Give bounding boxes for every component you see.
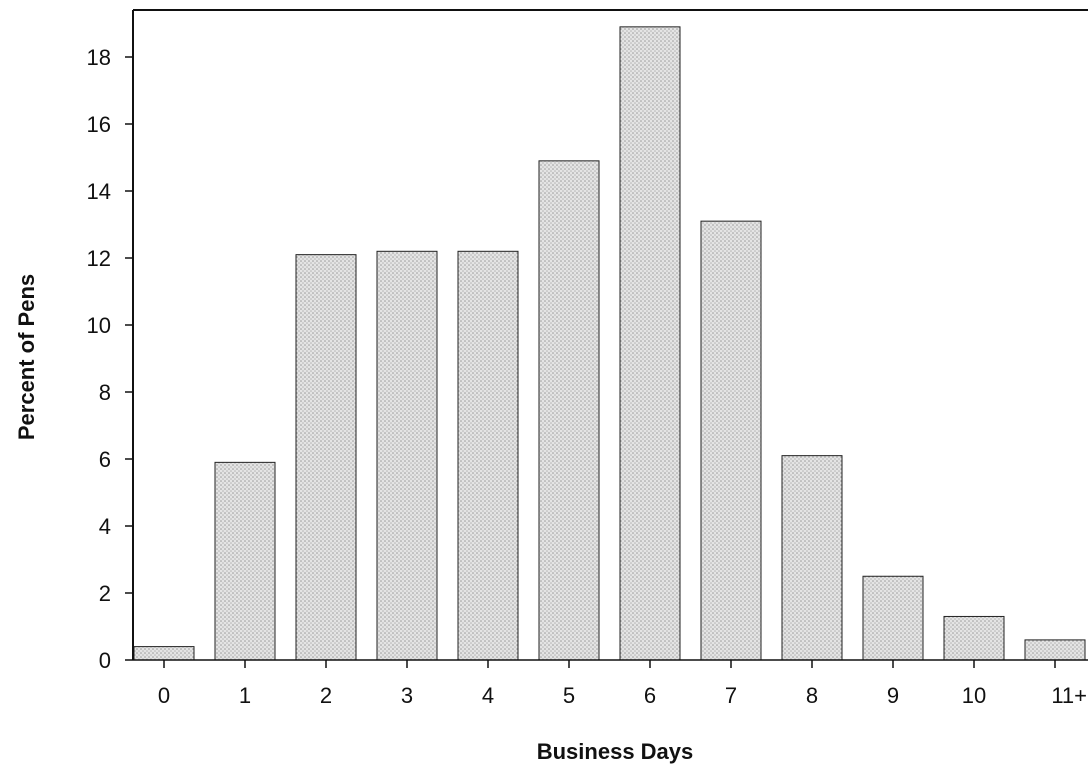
x-tick-label: 6 — [644, 683, 656, 708]
y-tick-label: 18 — [87, 45, 111, 70]
bars-group — [133, 26, 1086, 661]
x-tick-label: 9 — [887, 683, 899, 708]
x-tick-label: 5 — [563, 683, 575, 708]
x-tick-label: 7 — [725, 683, 737, 708]
y-tick-label: 0 — [99, 648, 111, 673]
y-tick-label: 6 — [99, 447, 111, 472]
y-tick-label: 14 — [87, 179, 111, 204]
x-axis-title: Business Days — [537, 739, 694, 764]
bar-5 — [538, 160, 600, 661]
x-tick-label: 2 — [320, 683, 332, 708]
x-tick-label: 4 — [482, 683, 494, 708]
x-tick-label: 0 — [158, 683, 170, 708]
y-tick-label: 16 — [87, 112, 111, 137]
bar-10 — [943, 615, 1005, 661]
y-tick-label: 10 — [87, 313, 111, 338]
bar-11+ — [1024, 639, 1086, 661]
y-tick-label: 8 — [99, 380, 111, 405]
y-tick-label: 2 — [99, 581, 111, 606]
y-axis-title: Percent of Pens — [14, 274, 39, 440]
bar-0 — [133, 646, 195, 661]
x-tick-label: 11+ — [1051, 683, 1087, 708]
y-tick-label: 4 — [99, 514, 111, 539]
x-tick-label: 1 — [239, 683, 251, 708]
y-tick-label: 12 — [87, 246, 111, 271]
bar-3 — [376, 250, 438, 661]
x-tick-label: 3 — [401, 683, 413, 708]
x-tick-label: 10 — [962, 683, 986, 708]
y-ticks: 0 2 4 6 8 10 12 14 16 18 — [87, 45, 133, 673]
axes — [132, 9, 1088, 661]
bar-8 — [781, 455, 843, 661]
bar-7 — [700, 220, 762, 661]
bar-9 — [862, 575, 924, 661]
x-tick-label: 8 — [806, 683, 818, 708]
bar-2 — [295, 254, 357, 661]
x-ticks: 0 1 2 3 4 5 6 7 8 9 10 11+ — [158, 660, 1087, 708]
bar-6 — [619, 26, 681, 661]
bar-1 — [214, 461, 276, 661]
bar-4 — [457, 250, 519, 661]
